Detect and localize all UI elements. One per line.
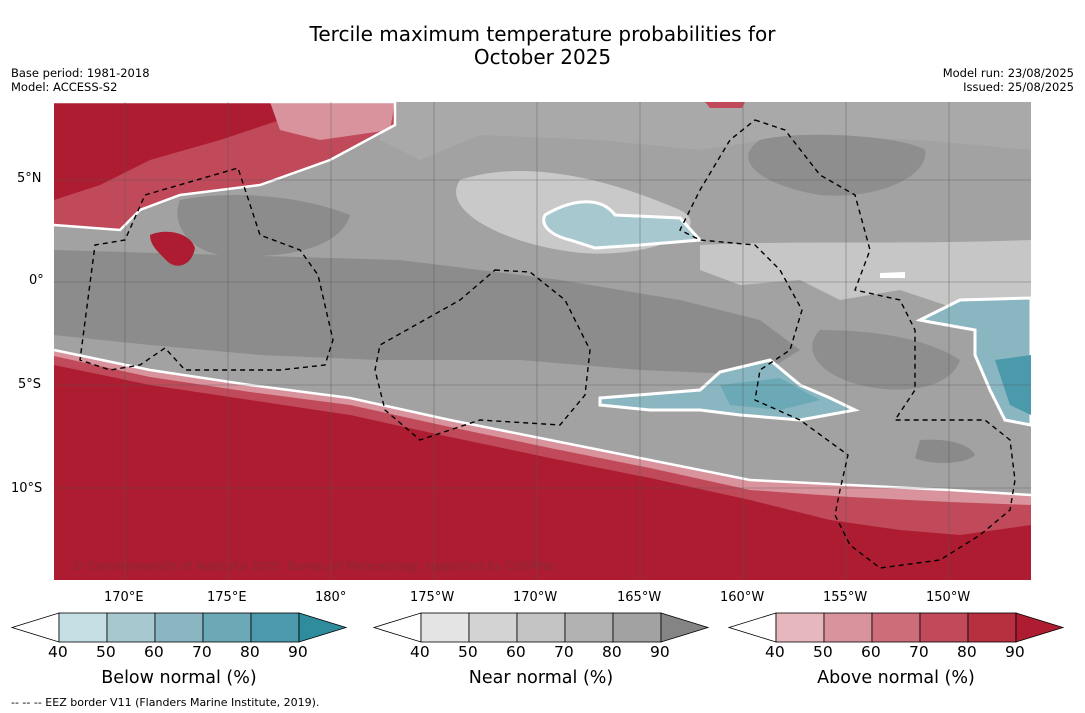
model-run: Model run: 23/08/2025 bbox=[942, 66, 1074, 80]
lon-label: 175°W bbox=[410, 590, 455, 605]
lat-label-5s: 5°S bbox=[18, 377, 42, 392]
above-normal-region bbox=[54, 365, 1031, 580]
colorbar-below-tick: 90 bbox=[288, 643, 308, 661]
below-normal-region bbox=[542, 200, 704, 250]
eez-footnote: -- -- -- EEZ border V11 (Flanders Marine… bbox=[11, 696, 320, 709]
colorbar-below-tick: 60 bbox=[144, 643, 164, 661]
near-normal-band bbox=[812, 330, 960, 390]
lon-label: 155°W bbox=[823, 590, 868, 605]
chart-title-line2: October 2025 bbox=[473, 45, 612, 69]
gridlines bbox=[54, 102, 1031, 580]
colorbar-near-tick: 80 bbox=[602, 643, 622, 661]
issued-date: Issued: 25/08/2025 bbox=[963, 80, 1074, 94]
colorbar-above-tick: 80 bbox=[957, 643, 977, 661]
colorbar-near-tick: 70 bbox=[554, 643, 574, 661]
lon-label: 170°W bbox=[513, 590, 558, 605]
lon-label: 170°E bbox=[104, 590, 144, 605]
map-area: © Commonwealth of Australia 2025, Bureau… bbox=[53, 100, 1033, 580]
below-normal-region bbox=[720, 378, 820, 410]
near-normal-band bbox=[915, 439, 975, 463]
colorbar-near-tick: 90 bbox=[650, 643, 670, 661]
colorbar-near-tick: 40 bbox=[410, 643, 430, 661]
lat-label-0: 0° bbox=[29, 273, 44, 288]
colorbar-near-tick: 50 bbox=[458, 643, 478, 661]
colorbar-near-title: Near normal (%) bbox=[468, 668, 614, 688]
near-normal-band bbox=[380, 102, 1031, 160]
above-normal-spot bbox=[705, 102, 745, 108]
near-normal-band bbox=[54, 250, 800, 375]
below-normal-region bbox=[915, 296, 1033, 427]
above-normal-region bbox=[54, 102, 280, 200]
near-normal-band bbox=[177, 195, 350, 257]
chart-title-line1: Tercile maximum temperature probabilitie… bbox=[309, 22, 776, 46]
colorbar-above-tick: 50 bbox=[813, 643, 833, 661]
lon-label: 175°E bbox=[207, 590, 247, 605]
colorbar-above-tick: 90 bbox=[1005, 643, 1025, 661]
base-period: Base period: 1981-2018 bbox=[11, 66, 150, 80]
lat-label-10s: 10°S bbox=[11, 481, 43, 496]
colorbar-below-tick: 70 bbox=[192, 643, 212, 661]
lon-label: 165°W bbox=[617, 590, 662, 605]
above-normal-spot bbox=[150, 231, 195, 266]
colorbar-above-title: Above normal (%) bbox=[817, 668, 975, 688]
colorbar-below-tick: 80 bbox=[240, 643, 260, 661]
colorbar-near-tick: 60 bbox=[506, 643, 526, 661]
lat-label-5n: 5°N bbox=[17, 171, 42, 186]
colorbar-below-tick: 50 bbox=[96, 643, 116, 661]
near-normal-band bbox=[700, 240, 1031, 310]
colorbar-above-tick: 70 bbox=[909, 643, 929, 661]
above-normal-region bbox=[270, 102, 395, 140]
lon-label: 180° bbox=[315, 590, 347, 605]
colorbar-below-tick: 40 bbox=[48, 643, 68, 661]
colorbar-below-title: Below normal (%) bbox=[101, 668, 257, 688]
eez-borders bbox=[79, 119, 1016, 569]
near-normal-band bbox=[748, 134, 926, 196]
model-name: Model: ACCESS-S2 bbox=[11, 80, 118, 94]
lon-label: 150°W bbox=[926, 590, 971, 605]
white-spot bbox=[880, 272, 905, 278]
colorbar-above-tick: 40 bbox=[765, 643, 785, 661]
lon-label: 160°W bbox=[720, 590, 765, 605]
copyright-notice: © Commonwealth of Australia 2025, Bureau… bbox=[72, 559, 556, 573]
colorbar-above-tick: 60 bbox=[861, 643, 881, 661]
